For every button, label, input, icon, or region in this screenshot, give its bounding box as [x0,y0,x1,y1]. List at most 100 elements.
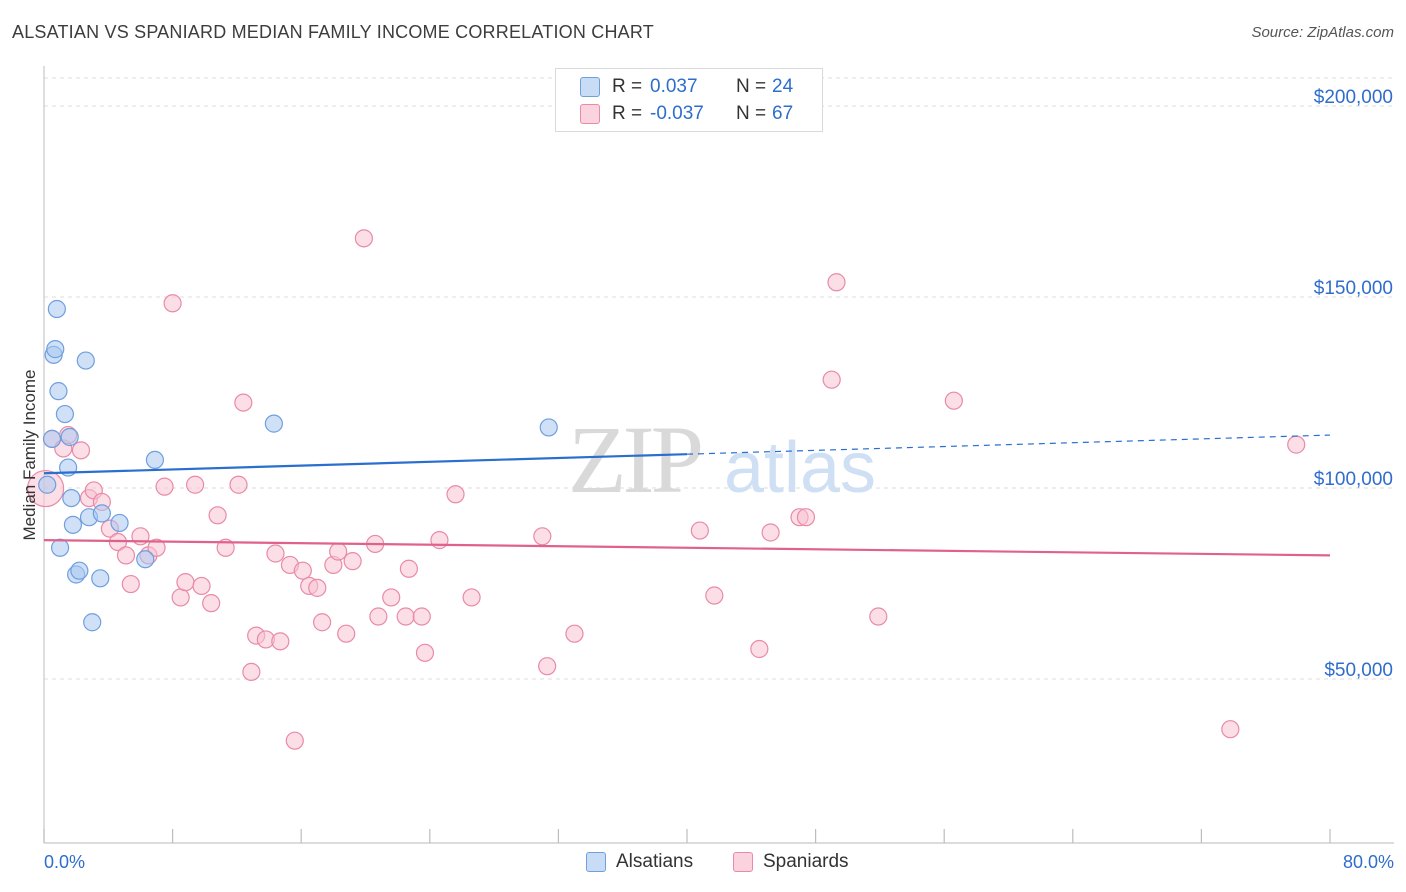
n-value: 24 [772,76,794,97]
alsatians-swatch [580,77,600,97]
bottom-legend-spaniards: Spaniards [733,851,849,873]
legend-row-spaniards: R = -0.037 N = 67 [580,102,793,126]
r-value: 0.037 [650,76,698,97]
spaniard-point [1287,435,1306,454]
alsatian-trend-line [43,453,688,475]
spaniard-point [293,561,312,580]
spaniards-legend-label: Spaniards [763,851,849,872]
spaniard-point [171,588,190,607]
alsatian-point [47,299,66,319]
spaniard-point [271,632,290,651]
alsatian-point [76,351,95,370]
spaniard-point [208,506,227,525]
spaniard-point [446,485,465,504]
alsatian-point [83,613,102,632]
alsatians-legend-swatch [586,852,606,872]
spaniard-point [163,294,182,313]
alsatian-point [136,550,155,569]
spaniard-point [399,559,419,578]
data-points [27,229,1306,750]
bottom-legend-alsatians: Alsatians [586,851,693,873]
spaniard-point [750,639,769,659]
alsatian-point [55,404,74,424]
spaniard-point [462,588,481,607]
spaniard-point [412,607,431,626]
chart-title: ALSATIAN VS SPANIARD MEDIAN FAMILY INCOM… [12,22,654,42]
r-label: R = [612,76,643,97]
alsatian-point [63,515,83,534]
spaniards-legend-swatch [733,852,753,872]
spaniard-point [396,607,415,626]
alsatian-point [91,569,110,588]
alsatian-point [50,538,70,557]
spaniard-point [869,607,888,626]
alsatian-point [264,414,283,433]
watermark-zip: ZIP [568,406,701,513]
trend-lines [43,434,1331,557]
alsatian-point [42,429,62,448]
spaniard-point [944,391,963,410]
alsatian-point [70,561,89,580]
spaniard-point [705,586,724,605]
alsatian-trend-extension [686,434,1331,455]
spaniard-point [343,552,362,571]
spaniard-point [116,546,136,565]
spaniard-point [822,370,841,389]
watermark: ZIP atlas [568,406,876,513]
r-label: R = [612,103,643,124]
spaniard-point [1221,720,1240,739]
spaniard-point [796,508,816,527]
spaniard-point [369,607,388,626]
spaniard-point [308,578,327,597]
spaniard-point [202,594,221,613]
spaniard-point [329,542,348,561]
spaniard-point [761,523,780,542]
spaniard-point [192,576,211,596]
spaniards-swatch [580,104,600,124]
spaniard-point [216,538,235,557]
spaniard-point [234,393,253,412]
alsatian-point [49,382,68,401]
spaniard-point [690,521,709,540]
spaniard-point [147,538,166,557]
alsatian-point [38,475,57,494]
n-value: 67 [772,103,794,124]
x-tick-max: 80.0% [1342,852,1394,872]
n-label: N = [736,103,767,124]
y-tick-label: $100,000 [1314,469,1393,490]
r-value: -0.037 [650,103,704,124]
spaniard-point [312,613,332,632]
source-label: Source: ZipAtlas.com [1251,24,1394,41]
watermark-atlas: atlas [724,428,876,508]
spaniard-point [176,573,195,592]
y-tick-label: $150,000 [1314,278,1393,299]
spaniard-point [229,475,248,494]
spaniard-point [430,531,449,550]
alsatian-point [145,450,165,469]
alsatian-point [46,340,65,359]
alsatian-point [62,489,81,508]
x-tick-min: 0.0% [44,852,86,872]
spaniard-point [827,273,846,292]
axes [43,66,1394,844]
spaniard-point [155,477,174,496]
spaniard-point [121,574,140,594]
y-tick-label: $200,000 [1314,87,1393,108]
alsatian-point [539,418,558,437]
spaniard-point [415,643,435,662]
alsatian-point [92,504,111,523]
spaniard-point [354,229,373,248]
spaniard-point [382,588,401,607]
alsatian-point [60,427,79,447]
y-tick-labels: $50,000 $100,000 $150,000 $200,000 [1314,87,1393,681]
legend-row-alsatians: R = 0.037 N = 24 [580,75,793,99]
y-tick-label: $50,000 [1324,660,1393,681]
alsatian-point [110,513,129,533]
spaniard-point [533,527,552,546]
y-axis-label: Median Family Income [20,369,39,541]
spaniard-point [71,441,91,460]
spaniard-trend-line [43,539,1331,557]
n-label: N = [736,76,767,97]
spaniard-point [186,475,205,494]
